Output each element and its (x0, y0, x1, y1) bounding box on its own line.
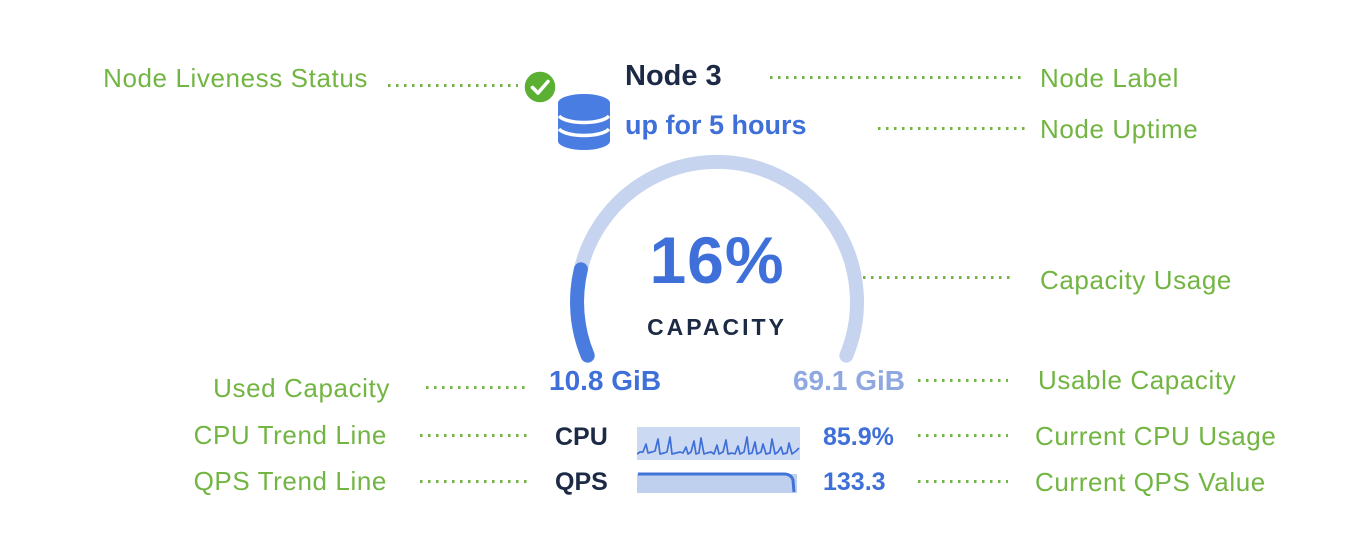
cpu-value: 85.9% (823, 423, 894, 451)
qps-value: 133.3 (823, 468, 886, 496)
leader-line-qps-trend (420, 480, 527, 483)
annotation-node-label: Node Label (1040, 63, 1179, 93)
liveness-check-icon (522, 69, 558, 105)
cpu-sparkline (637, 427, 800, 460)
leader-line-capacity-usage (863, 276, 1013, 279)
cpu-label: CPU (555, 423, 608, 451)
annotation-current-cpu-usage: Current CPU Usage (1035, 421, 1277, 451)
annotation-node-liveness-status: Node Liveness Status (103, 63, 368, 93)
leader-line-current-qps (918, 480, 1008, 483)
capacity-gauge (570, 154, 864, 363)
leader-line-node-uptime (878, 127, 1026, 130)
leader-line-cpu-trend (420, 434, 527, 437)
annotation-usable-capacity: Usable Capacity (1038, 365, 1237, 395)
annotation-cpu-trend-line: CPU Trend Line (193, 420, 387, 450)
annotation-node-uptime: Node Uptime (1040, 114, 1199, 144)
leader-line-node-label (770, 76, 1026, 79)
leader-line-usable-capacity (918, 379, 1008, 382)
annotation-current-qps-value: Current QPS Value (1035, 467, 1266, 497)
database-icon (557, 94, 611, 150)
used-capacity-value: 10.8 GiB (549, 365, 662, 396)
qps-sparkline (637, 472, 797, 493)
annotation-qps-trend-line: QPS Trend Line (193, 466, 387, 496)
usable-capacity-value: 69.1 GiB (792, 365, 905, 396)
qps-label: QPS (555, 468, 608, 496)
leader-line-current-cpu (918, 434, 1008, 437)
capacity-caption: CAPACITY (647, 314, 787, 340)
leader-line-liveness (388, 84, 518, 87)
leader-line-used-capacity (426, 386, 527, 389)
annotation-used-capacity: Used Capacity (213, 373, 390, 403)
node-uptime: up for 5 hours (625, 110, 807, 140)
node-name: Node 3 (625, 60, 722, 92)
capacity-percent: 16% (649, 223, 785, 297)
annotation-capacity-usage: Capacity Usage (1040, 265, 1232, 295)
